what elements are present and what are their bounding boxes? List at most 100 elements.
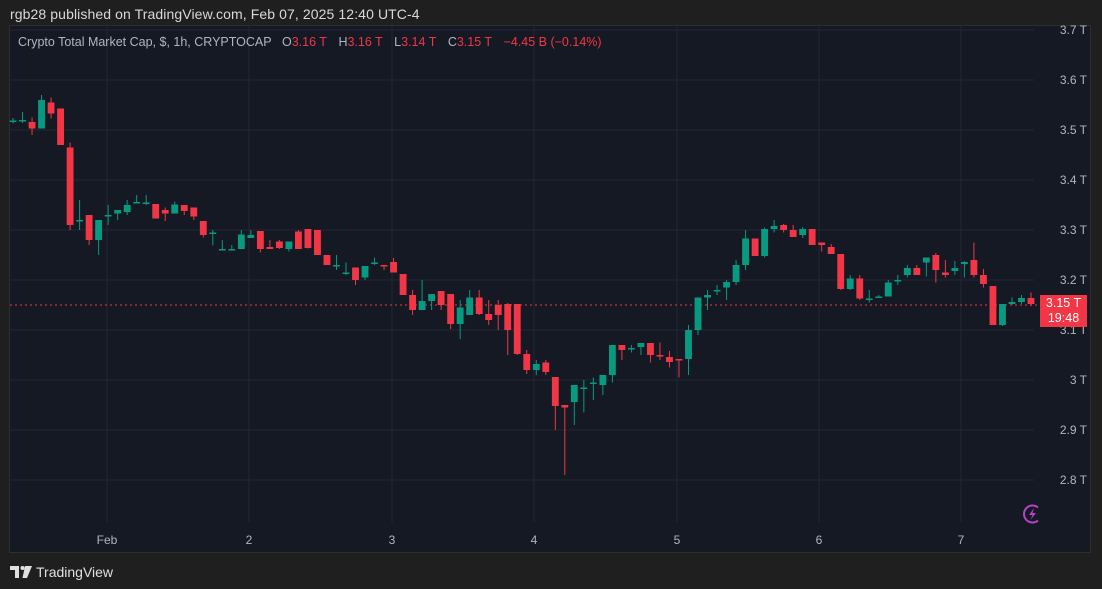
candle <box>456 307 464 324</box>
candle <box>352 267 359 280</box>
candle <box>1018 298 1025 302</box>
price-axis-label: 3.2 T <box>1059 273 1087 287</box>
candle <box>523 354 531 370</box>
candle <box>466 297 474 315</box>
candle <box>180 205 188 211</box>
candle <box>627 348 635 350</box>
candle <box>409 295 417 310</box>
candle <box>542 362 550 372</box>
candle <box>561 405 569 408</box>
candle <box>637 343 645 347</box>
candle <box>922 257 930 263</box>
candle <box>951 268 959 271</box>
chart-pane[interactable] <box>9 25 1091 553</box>
candle <box>304 229 312 248</box>
candle <box>903 268 911 275</box>
candle <box>104 215 112 217</box>
tradingview-logo[interactable]: TradingView <box>10 564 113 580</box>
candle <box>675 359 683 361</box>
candle <box>95 220 103 240</box>
candle <box>618 345 626 350</box>
candle <box>494 305 502 315</box>
candle <box>789 230 797 237</box>
candle <box>38 100 45 129</box>
candle <box>447 294 455 324</box>
high-label: H <box>338 35 348 49</box>
tradingview-logo-icon <box>10 566 32 578</box>
high-value: 3.16 T <box>347 35 383 49</box>
candle <box>704 295 711 298</box>
close-value: 3.15 T <box>456 35 493 49</box>
candle <box>856 278 864 299</box>
candle <box>1008 302 1016 304</box>
candle <box>970 260 978 275</box>
time-axis-label: Feb <box>96 533 118 547</box>
open-value: 3.16 T <box>291 35 327 49</box>
candle <box>960 262 968 264</box>
candle <box>884 282 892 297</box>
candle <box>608 345 616 375</box>
candle <box>513 304 521 354</box>
candle <box>780 225 788 230</box>
candle <box>218 249 226 251</box>
candle <box>808 229 816 245</box>
candle <box>123 205 131 212</box>
candle <box>114 210 122 214</box>
candle <box>932 255 940 270</box>
candle <box>589 382 597 384</box>
candle <box>285 241 293 249</box>
last-price-tag: 3.15 T 19:48 <box>1040 295 1087 327</box>
candle <box>371 262 378 264</box>
low-label: L <box>394 35 402 49</box>
candle <box>66 147 74 225</box>
candle <box>247 235 255 238</box>
candle <box>428 294 436 301</box>
candle <box>47 102 55 114</box>
candle <box>504 304 512 330</box>
candle <box>761 229 769 256</box>
price-axis-label: 3 T <box>1069 373 1087 387</box>
candle <box>361 266 369 278</box>
close-label: C <box>447 35 457 49</box>
candle <box>599 375 607 385</box>
candle <box>333 265 340 267</box>
bar-countdown: 19:48 <box>1047 311 1080 325</box>
price-axis-label: 3.4 T <box>1059 173 1087 187</box>
candle <box>390 262 397 273</box>
time-axis-label: 7 <box>957 533 965 547</box>
symbol-name: Crypto Total Market Cap, $, 1h, CRYPTOCA… <box>18 35 272 49</box>
candle <box>837 254 845 289</box>
price-axis-label: 3.3 T <box>1059 223 1087 237</box>
candle <box>142 202 150 204</box>
candle <box>57 108 64 145</box>
candle <box>76 220 84 222</box>
candle <box>799 229 807 235</box>
open-label: O <box>282 35 292 49</box>
candle <box>161 210 169 214</box>
candle <box>85 215 93 240</box>
candle <box>713 290 721 292</box>
candle <box>894 280 902 282</box>
candle <box>228 249 236 251</box>
candle <box>9 120 17 122</box>
price-axis-label: 3.6 T <box>1059 73 1087 87</box>
candle <box>913 268 921 275</box>
candle <box>342 272 350 274</box>
price-axis-label: 2.8 T <box>1059 473 1087 487</box>
candle <box>570 385 578 402</box>
candle <box>580 387 588 389</box>
candle <box>656 355 664 357</box>
lightning-icon[interactable] <box>1021 503 1043 525</box>
candle <box>865 298 873 300</box>
candle <box>380 265 388 267</box>
candle <box>28 122 36 129</box>
candle <box>209 232 217 234</box>
low-value: 3.14 T <box>401 35 437 49</box>
candle <box>723 282 730 288</box>
candle <box>647 343 654 355</box>
symbol-legend: Crypto Total Market Cap, $, 1h, CRYPTOCA… <box>18 35 602 49</box>
candle <box>818 242 826 245</box>
last-price-value: 3.15 T <box>1045 296 1082 310</box>
candle <box>171 204 179 214</box>
